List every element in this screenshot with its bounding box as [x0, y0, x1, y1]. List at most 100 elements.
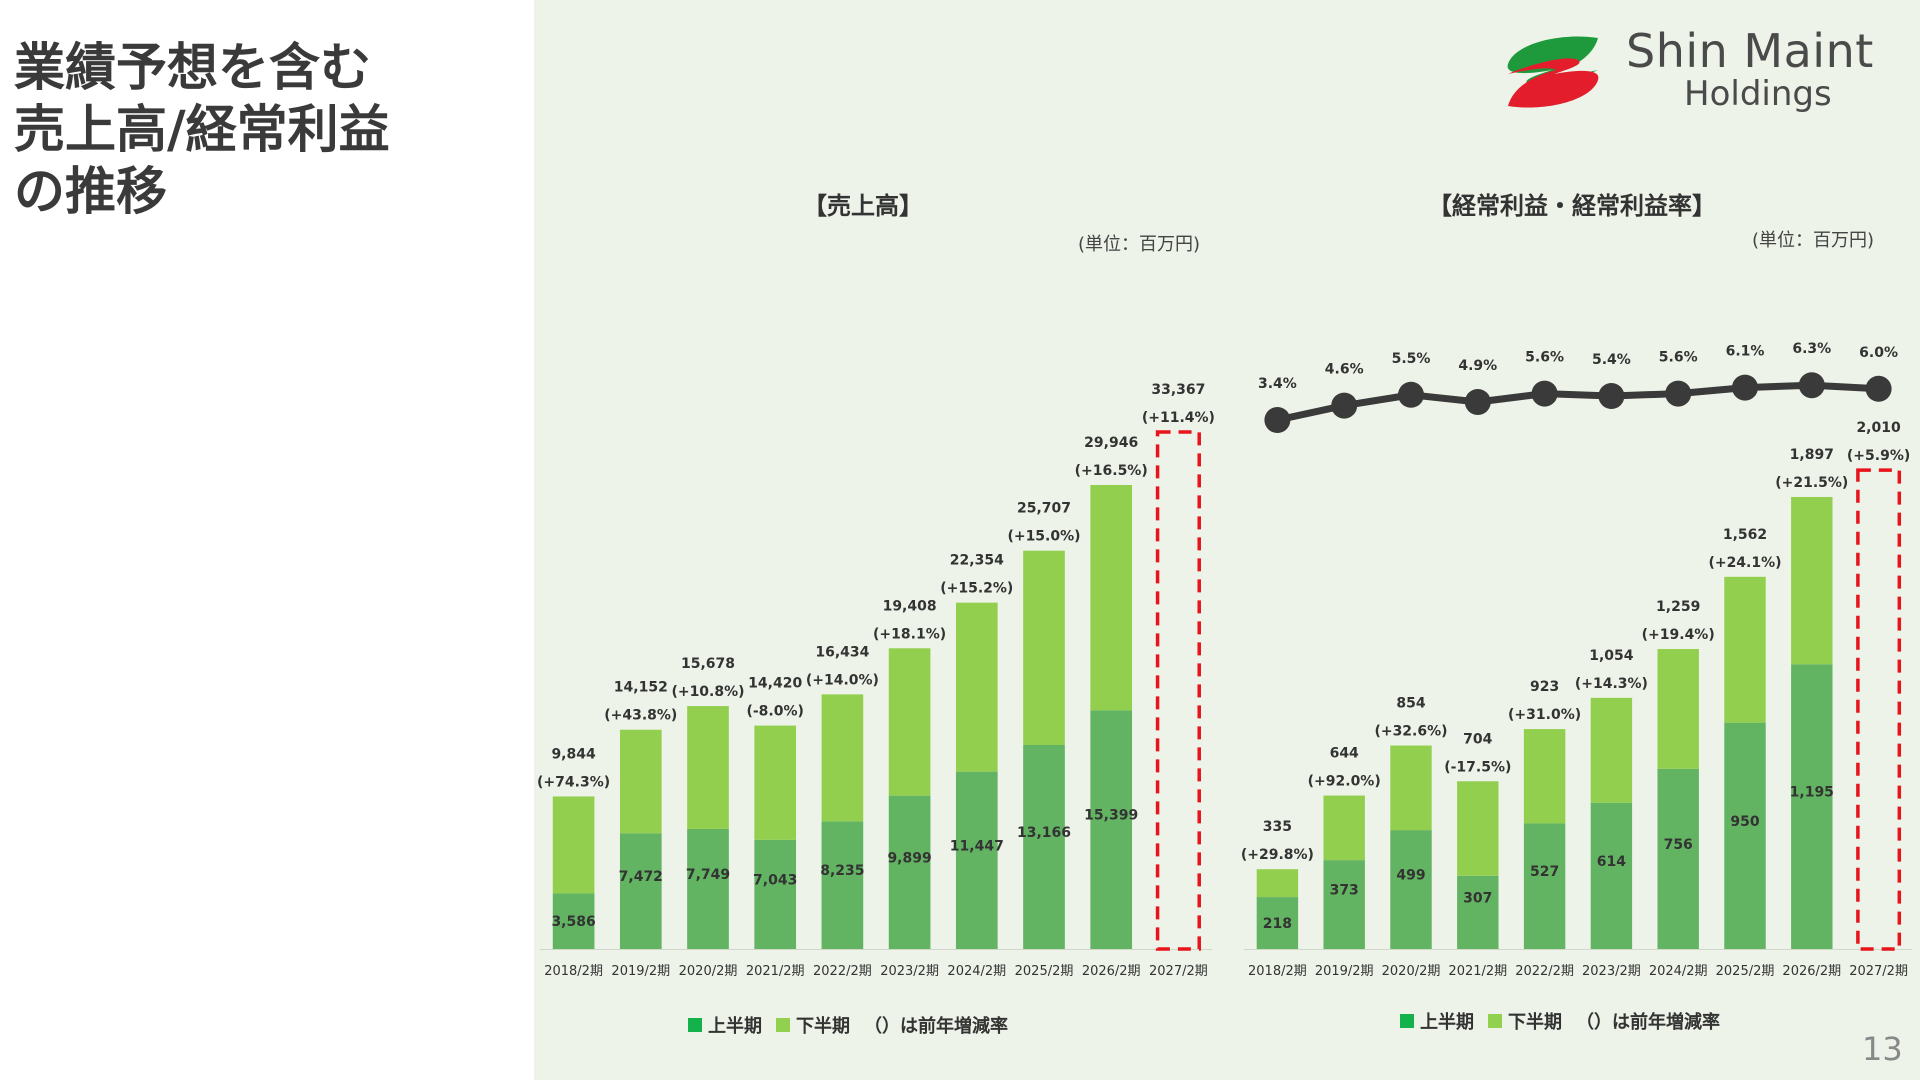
growth-rate-label: (+32.6%) [1374, 724, 1447, 740]
growth-rate-label: (+11.4%) [1142, 410, 1215, 426]
bar-first-half [1323, 860, 1365, 949]
company-logo: Shin Maint Holdings [1500, 24, 1890, 124]
legend-second-half-label: 下半期 [1508, 1012, 1562, 1033]
growth-rate-label: (+74.3%) [537, 774, 610, 790]
x-tick-label: 2027/2期 [1849, 964, 1908, 979]
bar-first-half [1256, 897, 1299, 949]
bar-first-half [888, 795, 931, 949]
x-tick-label: 2020/2期 [1382, 964, 1441, 979]
bar-first-half [1457, 875, 1499, 949]
bar-first-half [821, 821, 864, 949]
bar-second-half [754, 725, 797, 840]
sales-chart-title: 【売上高】 [803, 192, 923, 220]
margin-rate-label: 6.1% [1726, 344, 1765, 360]
margin-rate-point [1798, 372, 1825, 399]
bar-second-half [1457, 781, 1499, 876]
growth-rate-label: (+16.5%) [1075, 463, 1148, 479]
growth-rate-label: (+15.2%) [940, 581, 1013, 597]
x-tick-label: 2020/2期 [679, 964, 738, 979]
bar-second-half [888, 648, 931, 796]
total-value-label: 9,844 [551, 746, 596, 762]
bar-first-half-label: 373 [1330, 883, 1359, 899]
margin-rate-point [1531, 380, 1558, 407]
x-tick-label: 2019/2期 [611, 964, 670, 979]
total-value-label: 22,354 [950, 553, 1004, 569]
margin-rate-label: 5.6% [1659, 350, 1698, 366]
margin-rate-point [1865, 375, 1892, 402]
total-value-label: 1,897 [1790, 447, 1834, 463]
growth-rate-label: (-17.5%) [1444, 759, 1511, 775]
bar-second-half [1590, 697, 1633, 803]
growth-rate-label: (+5.9%) [1847, 448, 1910, 464]
bar-first-half [687, 828, 729, 949]
bar-first-half [552, 893, 595, 949]
profit-chart-unit: (単位：百万円) [1752, 230, 1875, 251]
x-tick-label: 2023/2期 [1582, 964, 1641, 979]
bar-first-half [1791, 664, 1833, 949]
margin-rate-point [1665, 380, 1692, 407]
x-tick-label: 2021/2期 [746, 964, 805, 979]
margin-rate-line [1276, 381, 1879, 424]
growth-rate-label: (+31.0%) [1508, 707, 1581, 723]
legend-first-half-label: 上半期 [1420, 1012, 1474, 1033]
forecast-box [1856, 468, 1902, 951]
bar-first-half-label: 614 [1597, 854, 1626, 870]
x-tick-label: 2027/2期 [1149, 964, 1208, 979]
bar-second-half [821, 694, 864, 822]
bar-first-half [1523, 823, 1566, 949]
bar-second-half [1090, 485, 1133, 711]
total-value-label: 854 [1396, 696, 1425, 712]
bar-second-half [1023, 550, 1065, 745]
bar-first-half-label: 11,447 [950, 838, 1004, 854]
bar-second-half [1724, 576, 1766, 723]
bar-first-half [1724, 722, 1766, 949]
bar-second-half [619, 729, 662, 834]
bar-first-half-label: 307 [1463, 890, 1492, 906]
page-number: 13 [1862, 1030, 1903, 1068]
logo-subtitle: Holdings [1684, 74, 1832, 114]
bar-first-half [1590, 802, 1633, 949]
profit-chart-title: 【経常利益・経常利益率】 [1428, 192, 1716, 220]
margin-rate-label: 6.0% [1859, 345, 1898, 361]
total-value-label: 29,946 [1084, 435, 1138, 451]
total-value-label: 1,259 [1656, 599, 1700, 615]
legend-note: （）は前年増減率 [1576, 1012, 1720, 1033]
legend-swatch-second-half [1488, 1014, 1502, 1028]
total-value-label: 14,420 [748, 676, 802, 692]
total-value-label: 33,367 [1151, 382, 1205, 398]
bar-second-half [955, 602, 998, 772]
growth-rate-label: (+14.3%) [1575, 676, 1648, 692]
page-title-line-1: 業績予想を含む [14, 39, 372, 98]
bar-second-half [687, 706, 729, 829]
x-tick-label: 2026/2期 [1082, 964, 1141, 979]
x-tick-label: 2026/2期 [1782, 964, 1841, 979]
margin-rate-point [1464, 389, 1491, 415]
growth-rate-label: (+14.0%) [806, 672, 879, 688]
bar-first-half-label: 9,899 [887, 850, 931, 866]
bar-first-half [955, 771, 998, 949]
growth-rate-label: (+15.0%) [1007, 529, 1080, 545]
x-tick-label: 2018/2期 [1248, 964, 1307, 979]
total-value-label: 335 [1263, 819, 1292, 835]
legend-swatch-first-half [1400, 1014, 1414, 1028]
page-title-line-3: の推移 [14, 163, 168, 222]
total-value-label: 923 [1530, 679, 1559, 695]
total-value-label: 704 [1463, 731, 1492, 747]
margin-rate-point [1264, 407, 1291, 433]
margin-rate-point [1331, 392, 1358, 419]
x-tick-label: 2018/2期 [544, 964, 603, 979]
legend-note: （）は前年増減率 [864, 1016, 1008, 1037]
bar-second-half [1657, 649, 1699, 769]
total-value-label: 14,152 [614, 680, 668, 696]
bar-second-half [1256, 869, 1299, 898]
bar-first-half-label: 3,586 [551, 914, 595, 930]
growth-rate-label: (+24.1%) [1708, 555, 1781, 571]
margin-rate-label: 6.3% [1792, 341, 1831, 357]
bar-first-half [754, 839, 797, 949]
bar-first-half [1657, 768, 1699, 949]
legend-second-half-label: 下半期 [796, 1016, 850, 1037]
bar-first-half-label: 499 [1396, 868, 1425, 884]
bar-first-half-label: 756 [1664, 837, 1693, 853]
